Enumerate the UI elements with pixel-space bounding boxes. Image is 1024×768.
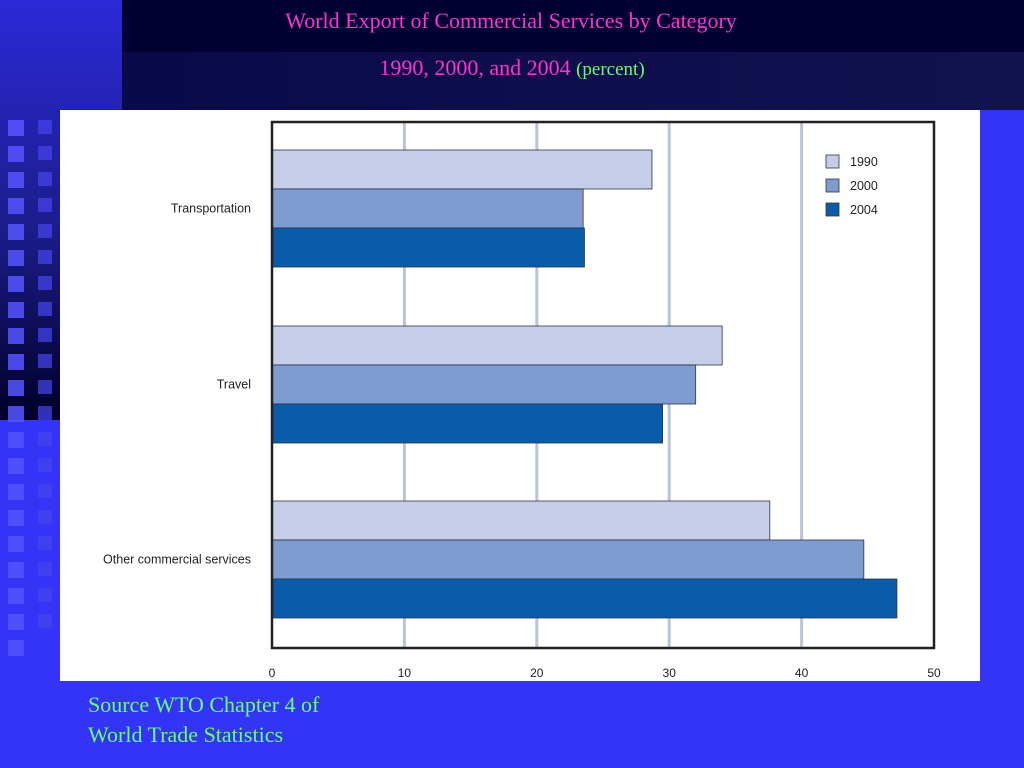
square-tile xyxy=(38,328,52,342)
square-tile xyxy=(38,458,52,472)
source-note: Source WTO Chapter 4 of World Trade Stat… xyxy=(88,690,319,750)
category-label: Travel xyxy=(217,378,251,392)
legend-swatch-1990 xyxy=(825,154,840,169)
legend-swatch-2000 xyxy=(825,178,840,193)
legend-label-2000: 2000 xyxy=(850,179,878,193)
square-tile xyxy=(8,458,24,474)
square-tile xyxy=(38,146,52,160)
square-tile xyxy=(38,432,52,446)
square-tile xyxy=(8,510,24,526)
subtitle-unit: (percent) xyxy=(576,59,645,80)
subtitle-years: 1990, 2000, and 2004 xyxy=(379,55,571,80)
square-tile xyxy=(38,172,52,186)
square-tile xyxy=(8,484,24,500)
square-tile xyxy=(8,224,24,240)
square-tile xyxy=(8,198,24,214)
square-tile xyxy=(38,406,52,420)
bar-1990 xyxy=(271,500,771,541)
square-tile xyxy=(38,380,52,394)
x-tick-label: 30 xyxy=(663,666,677,680)
square-tile xyxy=(38,224,52,238)
category-label: Transportation xyxy=(171,202,251,216)
square-tile xyxy=(38,536,52,550)
square-tile xyxy=(8,302,24,318)
slide-title: World Export of Commercial Services by C… xyxy=(285,8,737,33)
decorative-squares xyxy=(8,120,26,666)
square-tile xyxy=(8,588,24,604)
square-tile xyxy=(8,120,24,136)
bar-2000 xyxy=(271,364,697,405)
chart-panel: Transportation Travel Other commercial ser… xyxy=(60,110,980,681)
square-tile xyxy=(8,640,24,656)
square-tile xyxy=(8,380,24,396)
x-tick-label: 20 xyxy=(530,666,544,680)
square-tile xyxy=(8,146,24,162)
slide-subtitle: 1990, 2000, and 2004 (percent) xyxy=(0,55,1024,81)
square-tile xyxy=(38,276,52,290)
bar-2004 xyxy=(271,403,663,444)
x-tick-label: 50 xyxy=(927,666,941,680)
legend-label-2004: 2004 xyxy=(850,203,878,217)
decorative-squares-secondary xyxy=(38,120,56,640)
square-tile xyxy=(38,614,52,628)
square-tile xyxy=(8,172,24,188)
square-tile xyxy=(38,484,52,498)
square-tile xyxy=(8,432,24,448)
bar-chart: Transportation Travel Other commercial ser… xyxy=(103,120,941,680)
legend-label-1990: 1990 xyxy=(850,155,878,169)
square-tile xyxy=(8,562,24,578)
source-line-1: Source WTO Chapter 4 of xyxy=(88,692,320,717)
square-tile xyxy=(38,562,52,576)
x-tick-label: 40 xyxy=(795,666,809,680)
bar-2004 xyxy=(271,227,585,268)
background-title-band xyxy=(122,0,1024,52)
square-tile xyxy=(38,354,52,368)
square-tile xyxy=(38,120,52,134)
square-tile xyxy=(8,328,24,344)
square-tile xyxy=(8,250,24,266)
bar-1990 xyxy=(271,149,653,190)
square-tile xyxy=(8,536,24,552)
square-tile xyxy=(8,406,24,422)
bar-2000 xyxy=(271,539,865,580)
plot-frame xyxy=(270,120,936,650)
square-tile xyxy=(8,276,24,292)
square-tile xyxy=(38,510,52,524)
square-tile xyxy=(38,198,52,212)
category-label: Other commercial services xyxy=(103,553,251,567)
x-tick-label: 0 xyxy=(269,666,276,680)
square-tile xyxy=(38,250,52,264)
square-tile xyxy=(38,302,52,316)
square-tile xyxy=(38,588,52,602)
legend-swatch-2004 xyxy=(825,202,840,217)
bar-2004 xyxy=(271,578,898,619)
x-tick-label: 10 xyxy=(398,666,412,680)
bar-2000 xyxy=(271,188,584,229)
bar-1990 xyxy=(271,325,723,366)
background-subtitle-band xyxy=(122,52,1024,110)
square-tile xyxy=(8,354,24,370)
square-tile xyxy=(8,614,24,630)
source-line-2: World Trade Statistics xyxy=(88,722,284,747)
